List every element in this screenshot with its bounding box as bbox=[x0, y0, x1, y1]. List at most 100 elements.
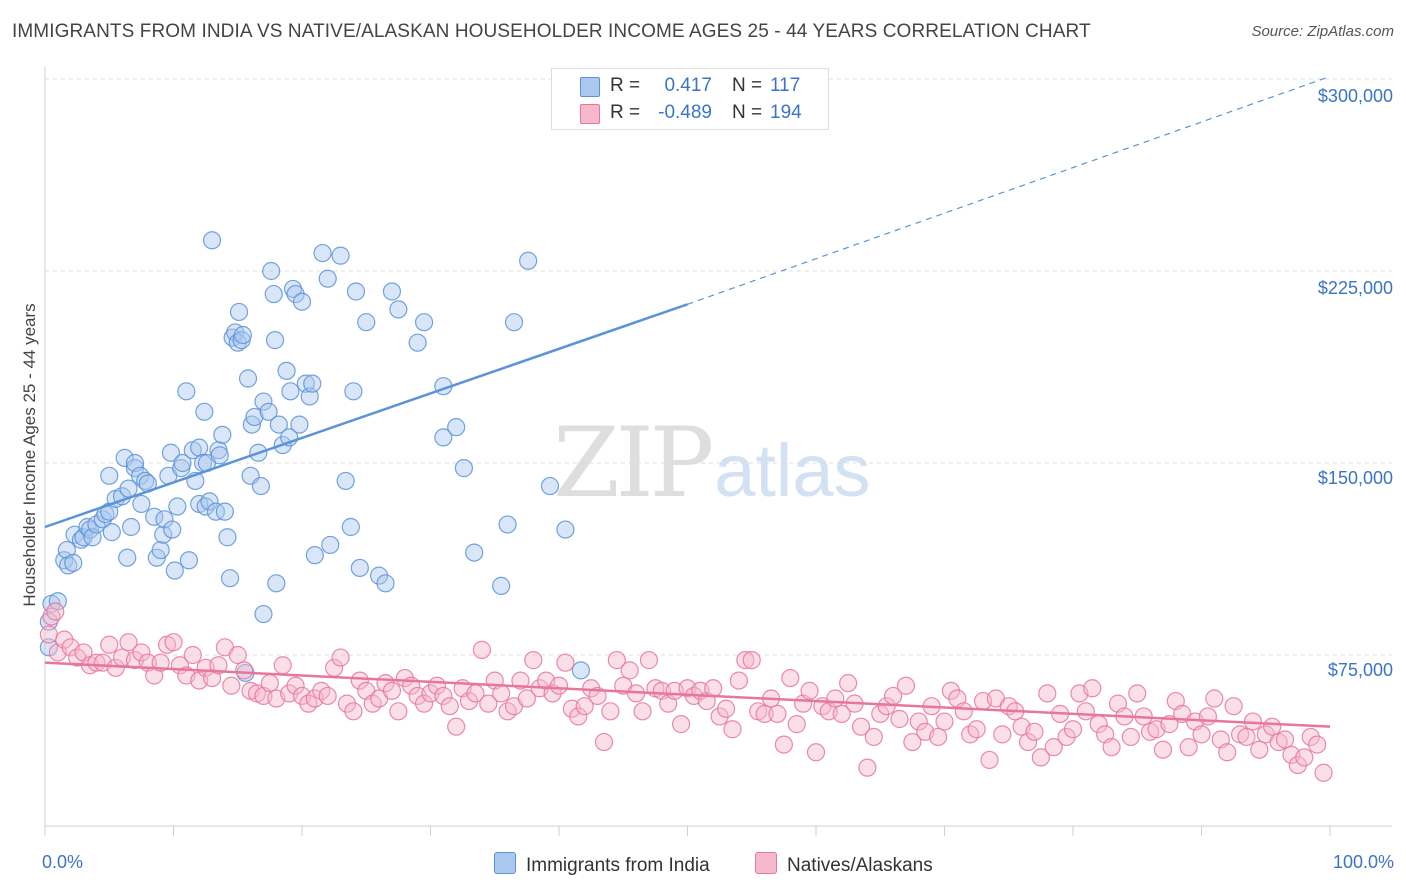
point-natives bbox=[151, 653, 170, 672]
point-india bbox=[556, 520, 575, 539]
point-natives bbox=[1275, 730, 1295, 749]
point-natives bbox=[286, 676, 305, 695]
point-natives bbox=[1038, 684, 1057, 703]
point-natives bbox=[890, 709, 909, 729]
point-natives bbox=[447, 717, 466, 736]
point-natives bbox=[344, 702, 363, 721]
point-india bbox=[200, 492, 219, 511]
point-india bbox=[281, 382, 300, 401]
point-natives bbox=[183, 645, 202, 665]
point-natives bbox=[633, 702, 652, 721]
point-natives bbox=[1076, 702, 1095, 721]
point-natives bbox=[928, 727, 948, 747]
r-label: R = bbox=[610, 102, 641, 123]
point-natives bbox=[1250, 740, 1269, 759]
legend-label-india: Immigrants from India bbox=[526, 855, 710, 876]
point-natives bbox=[318, 686, 337, 706]
point-natives bbox=[864, 727, 883, 747]
point-india bbox=[254, 604, 273, 624]
point-india bbox=[376, 574, 395, 593]
point-natives bbox=[851, 717, 871, 736]
point-natives bbox=[993, 725, 1012, 744]
source-label: Source: ZipAtlas.com bbox=[1251, 23, 1394, 40]
point-india bbox=[454, 459, 474, 478]
trendline-india bbox=[44, 303, 688, 529]
n-label: N = bbox=[732, 75, 763, 96]
point-natives bbox=[479, 694, 498, 713]
point-natives bbox=[132, 643, 151, 662]
point-natives bbox=[1153, 740, 1173, 759]
point-india bbox=[161, 443, 181, 462]
point-india bbox=[434, 428, 453, 447]
point-india bbox=[154, 525, 173, 544]
point-natives bbox=[1083, 679, 1102, 698]
point-natives bbox=[164, 633, 183, 652]
point-natives bbox=[601, 702, 620, 721]
point-natives bbox=[858, 758, 877, 777]
x-tick-label-min: 0.0% bbox=[42, 852, 84, 872]
watermark-atlas: atlas bbox=[714, 429, 871, 512]
point-natives bbox=[781, 668, 800, 688]
point-natives bbox=[260, 674, 279, 693]
point-natives bbox=[1263, 717, 1282, 736]
point-india bbox=[321, 535, 340, 555]
legend-label-natives: Natives/Alaskans bbox=[787, 855, 933, 876]
point-india bbox=[447, 418, 466, 437]
point-natives bbox=[434, 686, 453, 706]
point-india bbox=[283, 279, 303, 299]
point-natives bbox=[100, 635, 119, 654]
r-label: R = bbox=[610, 75, 641, 96]
point-natives bbox=[671, 715, 691, 734]
y-axis-label: Householder Income Ages 25 - 44 years bbox=[20, 303, 39, 607]
point-natives bbox=[723, 720, 742, 739]
point-natives bbox=[967, 720, 986, 739]
point-india bbox=[305, 546, 324, 565]
point-india bbox=[215, 502, 234, 521]
point-natives bbox=[896, 676, 916, 695]
point-natives bbox=[575, 697, 594, 716]
point-india bbox=[350, 558, 369, 578]
y-tick-label-225000: $225,000 bbox=[1317, 278, 1393, 298]
point-natives bbox=[389, 702, 408, 721]
point-india bbox=[382, 282, 402, 301]
point-india bbox=[59, 556, 78, 575]
point-natives bbox=[1218, 743, 1237, 762]
legend-item-natives[interactable]: Natives/Alaskans bbox=[755, 852, 933, 877]
point-india bbox=[229, 302, 249, 322]
point-natives bbox=[440, 697, 459, 716]
chart-title: IMMIGRANTS FROM INDIA VS NATIVE/ALASKAN … bbox=[12, 21, 1091, 42]
legend-item-india[interactable]: Immigrants from India bbox=[494, 852, 710, 877]
point-india bbox=[168, 497, 187, 516]
point-india bbox=[346, 282, 366, 301]
legend-swatch-india bbox=[494, 852, 516, 874]
point-natives bbox=[607, 651, 626, 670]
point-india bbox=[102, 523, 121, 542]
point-india bbox=[290, 415, 309, 434]
point-natives bbox=[588, 686, 607, 706]
point-india bbox=[498, 515, 517, 534]
point-india bbox=[331, 246, 350, 265]
n-label: N = bbox=[732, 102, 763, 123]
point-natives bbox=[839, 674, 858, 693]
point-india bbox=[177, 382, 196, 401]
point-india bbox=[179, 551, 199, 570]
point-natives bbox=[517, 689, 536, 708]
point-natives bbox=[1018, 732, 1038, 752]
point-india bbox=[571, 661, 590, 680]
point-natives bbox=[119, 633, 138, 652]
point-natives bbox=[787, 715, 806, 734]
point-natives bbox=[209, 656, 228, 675]
point-natives bbox=[800, 681, 819, 700]
point-natives bbox=[935, 712, 954, 731]
point-natives bbox=[382, 681, 402, 700]
point-india bbox=[414, 313, 434, 332]
point-india bbox=[100, 466, 119, 485]
point-india bbox=[344, 382, 363, 401]
point-india bbox=[39, 612, 58, 631]
point-natives bbox=[639, 651, 659, 670]
point-india bbox=[262, 261, 281, 281]
point-india bbox=[130, 466, 150, 485]
point-natives bbox=[414, 694, 434, 713]
point-natives bbox=[832, 704, 851, 723]
